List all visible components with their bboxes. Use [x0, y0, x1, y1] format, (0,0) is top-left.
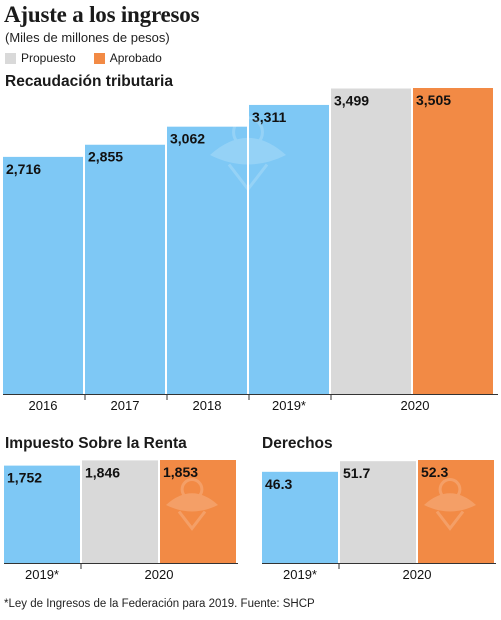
- section-title-isr: Impuesto Sobre la Renta: [5, 435, 187, 452]
- data-label: 2,716: [6, 161, 41, 177]
- chart-3: 46.3 51.7 52.3 2019* 2020: [262, 460, 496, 582]
- data-label: 1,853: [163, 464, 198, 480]
- bar-propuesto-2020: [82, 460, 158, 563]
- legend-label-propuesto: Propuesto: [21, 51, 76, 65]
- x-tick-label: 2020: [403, 567, 432, 582]
- chart-title: Ajuste a los ingresos: [4, 2, 200, 27]
- x-tick-label: 2019*: [272, 398, 306, 413]
- legend-swatch-aprobado: [93, 52, 105, 64]
- data-label: 51.7: [343, 465, 370, 481]
- bar-historical-2017: [85, 144, 165, 394]
- data-label: 3,311: [252, 109, 286, 125]
- x-tick-label: 2020: [145, 567, 174, 582]
- data-label: 3,062: [170, 131, 205, 147]
- watermark-emblem-icon: [424, 478, 476, 531]
- chart-2: 1,752 1,846 1,853 2019* 2020: [4, 460, 238, 582]
- watermark-emblem-icon: [210, 116, 286, 192]
- legend-swatch-propuesto: [5, 52, 16, 64]
- chart-subtitle: (Miles de millones de pesos): [5, 30, 170, 45]
- data-label: 1,752: [7, 470, 42, 486]
- x-tick-label: 2020: [401, 398, 430, 413]
- x-tick-label: 2019*: [25, 567, 59, 582]
- x-tick-label: 2018: [193, 398, 222, 413]
- legend-item-propuesto: Propuesto: [5, 51, 76, 65]
- x-tick-label: 2016: [29, 398, 58, 413]
- bar-historical-2018: [167, 126, 247, 395]
- data-label: 52.3: [421, 464, 448, 480]
- x-tick-label: 2017: [111, 398, 140, 413]
- x-tick-label: 2019*: [283, 567, 317, 582]
- bar-aprobado-2020: [160, 460, 236, 563]
- data-label: 3,505: [416, 92, 451, 108]
- data-label: 3,499: [334, 93, 369, 109]
- bar-propuesto-2020: [331, 88, 411, 394]
- data-label: 46.3: [265, 476, 292, 492]
- data-label: 2,855: [88, 149, 123, 165]
- data-label: 1,846: [85, 464, 120, 480]
- footnote: *Ley de Ingresos de la Federación para 2…: [4, 598, 315, 610]
- bar-historical-2019: [249, 104, 329, 394]
- bar-aprobado-2020: [413, 88, 493, 394]
- bar-historical-2019: [262, 471, 338, 563]
- legend-label-aprobado: Aprobado: [109, 51, 162, 65]
- bar-aprobado-2020: [418, 460, 494, 563]
- watermark-emblem-icon: [166, 478, 218, 531]
- bar-propuesto-2020: [340, 461, 416, 563]
- section-title-derechos: Derechos: [262, 435, 333, 452]
- chart-1: 2,716 2,855 3,062 3,311 3,499 3,505 2016 2017 20…: [3, 88, 498, 413]
- legend: Propuesto Aprobado: [5, 51, 180, 65]
- section-title-recaudacion: Recaudación tributaria: [5, 73, 173, 90]
- bar-historical-2016: [3, 156, 83, 394]
- legend-item-aprobado: Aprobado: [93, 51, 162, 65]
- bar-historical-2019: [4, 465, 80, 563]
